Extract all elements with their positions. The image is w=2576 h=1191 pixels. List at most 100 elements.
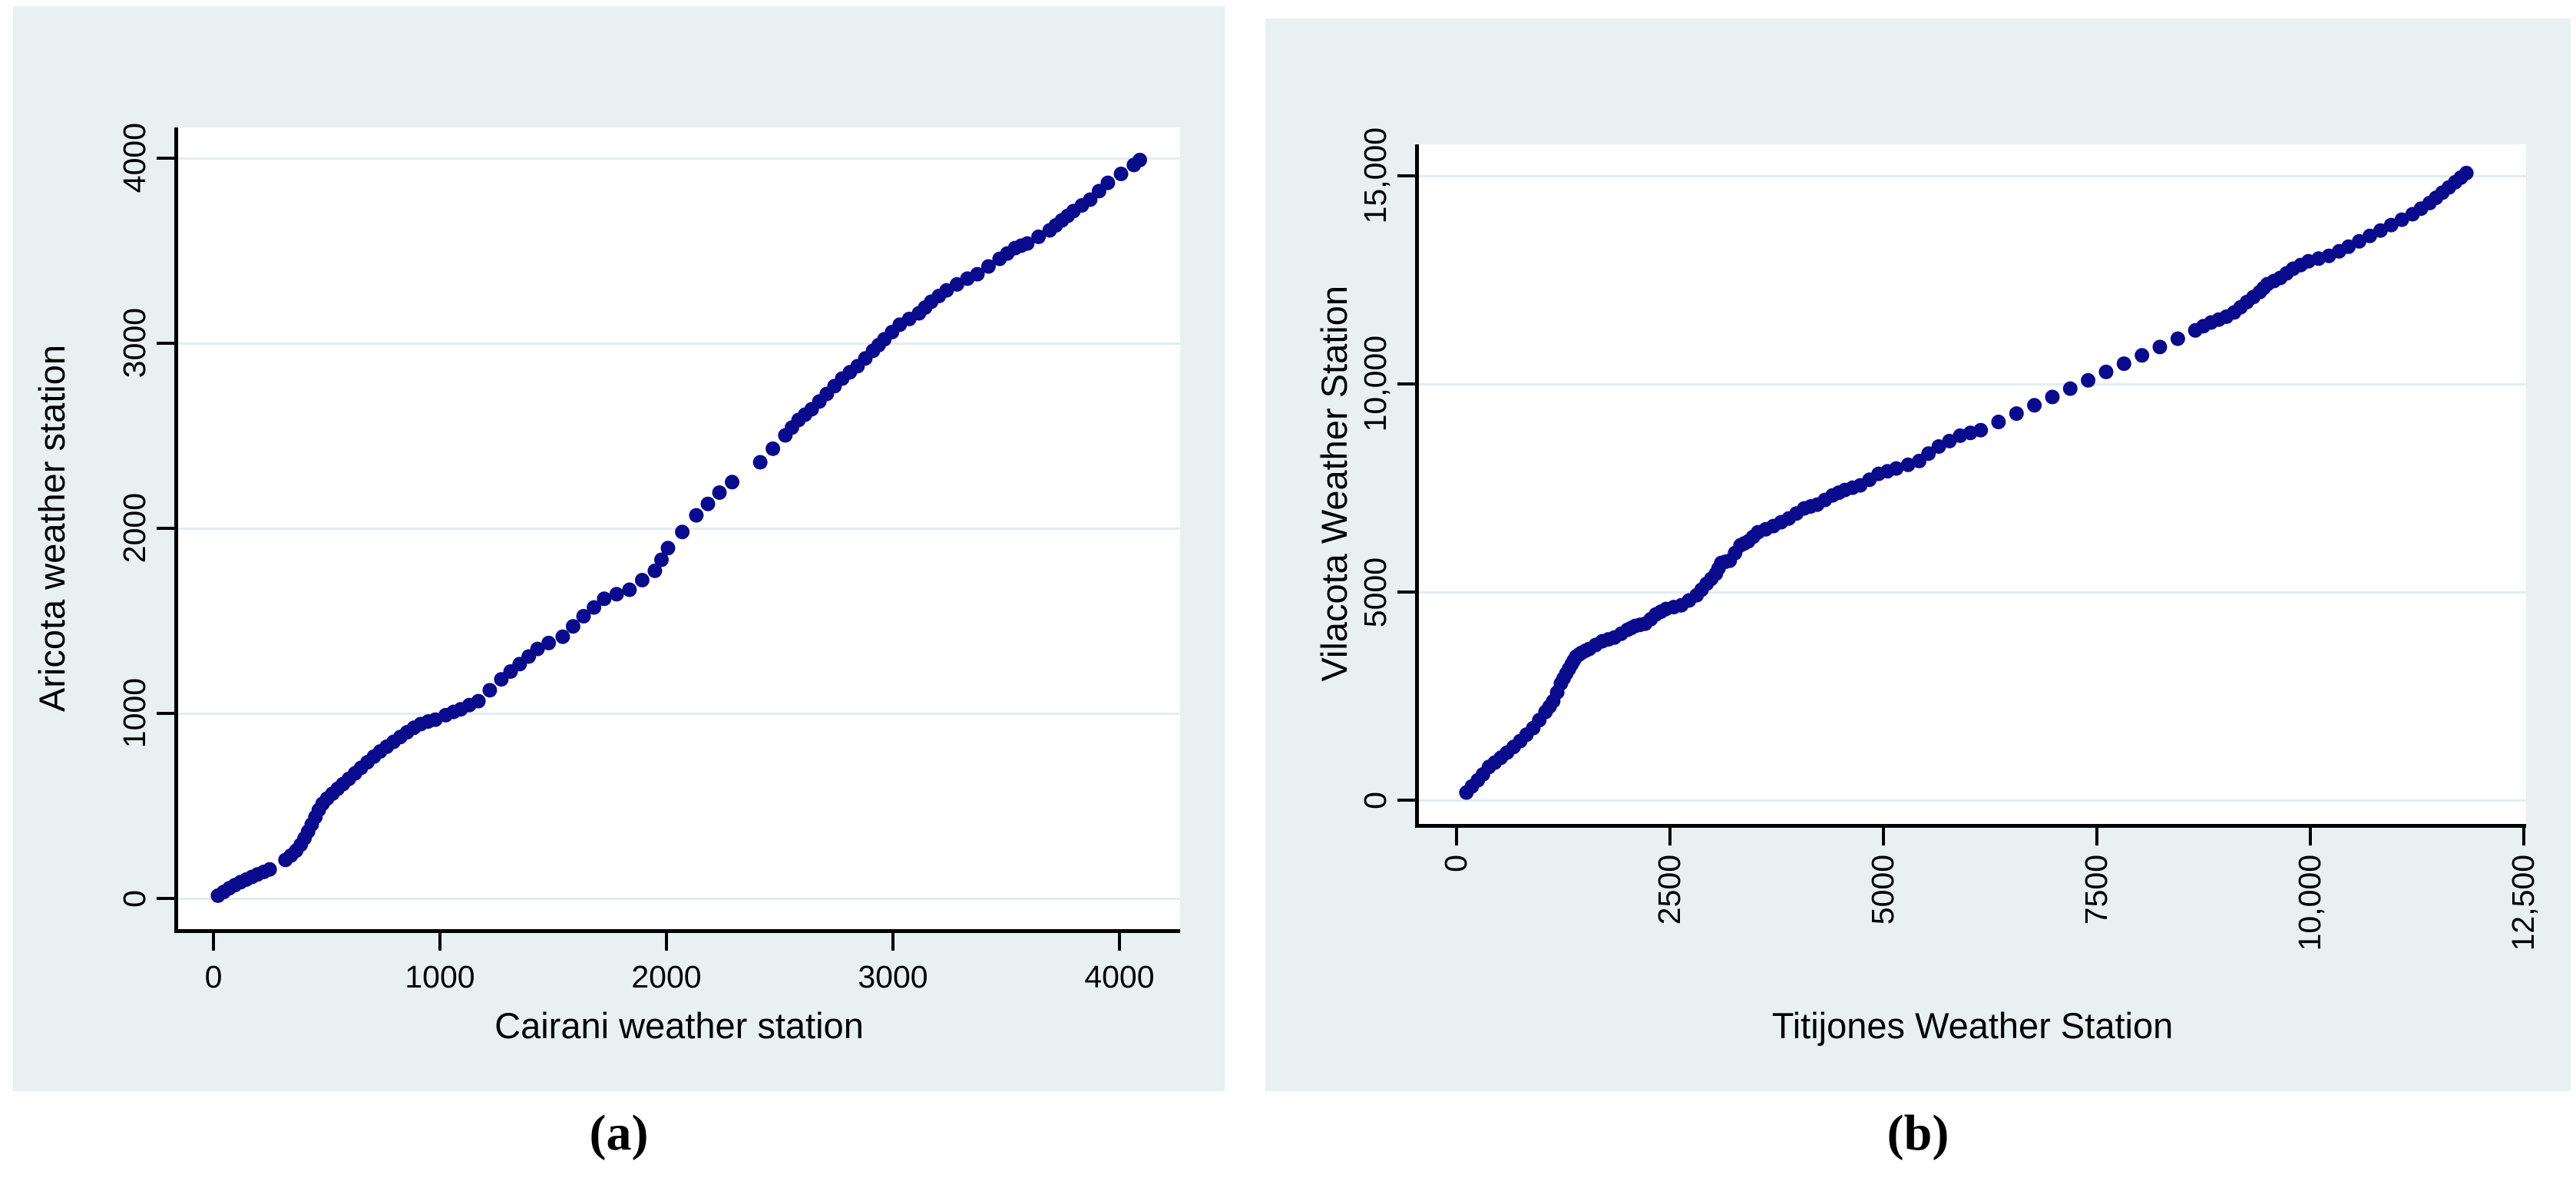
y-tick-10000-b — [1397, 382, 1415, 386]
y-axis-line-a — [174, 127, 178, 933]
y-axis-line-b — [1415, 144, 1419, 828]
x-tick-12500-b — [2521, 828, 2525, 845]
gridline-y5000-b — [1419, 591, 2526, 594]
x-tick-label-b: 12,500 — [2505, 855, 2541, 951]
scatter-point — [675, 524, 690, 540]
scatter-point — [555, 629, 570, 644]
scatter-point — [1889, 461, 1904, 476]
x-tick-label-box-12500-b: 12,500 — [2470, 855, 2576, 951]
scatter-point — [647, 563, 663, 578]
scatter-point — [725, 475, 739, 490]
x-tick-4000-a — [1117, 933, 1121, 951]
scatter-point — [1991, 415, 2006, 429]
y-tick-label-box-5000-b: 5000 — [1268, 477, 1393, 707]
scatter-point — [660, 541, 676, 556]
scatter-point — [1100, 175, 1116, 190]
x-tick-0-b — [1454, 828, 1458, 845]
scatter-point — [622, 582, 637, 597]
y-tick-label-box-0-b: 0 — [1268, 685, 1393, 915]
x-tick-label-b: 2500 — [1652, 855, 1688, 925]
x-tick-label-a: 0 — [204, 959, 223, 994]
y-tick-15000-b — [1397, 174, 1415, 178]
scatter-point — [587, 600, 602, 615]
scatter-point — [482, 683, 498, 698]
x-tick-0-a — [212, 933, 216, 951]
x-axis-line-a — [174, 929, 1180, 933]
scatter-point — [634, 573, 650, 587]
scatter-series-cumulative-precipitation-b — [1459, 165, 2474, 800]
scatter-point — [766, 441, 781, 456]
scatter-point — [597, 591, 612, 607]
x-tick-label-box-0-b: 0 — [1403, 855, 1510, 872]
x-tick-label-box-4000-a: 4000 — [1027, 959, 1212, 994]
gridline-y1000-a — [178, 712, 1180, 715]
scatter-point — [565, 619, 580, 634]
scatter-point — [1921, 446, 1936, 462]
y-tick-label-box-4000-a: 4000 — [28, 43, 152, 273]
y-tick-label-box-10000-b: 10,000 — [1268, 269, 1393, 499]
gridline-y15000-b — [1419, 175, 2526, 178]
scatter-point — [712, 485, 727, 500]
y-tick-label-b: 5000 — [1357, 557, 1393, 627]
y-tick-5000-b — [1397, 591, 1415, 594]
scatter-point — [980, 259, 996, 274]
scatter-point — [2081, 372, 2096, 388]
y-tick-label-box-15000-b: 15,000 — [1268, 61, 1393, 291]
scatter-point — [752, 455, 768, 470]
scatter-series-cumulative-precipitation-a — [210, 152, 1147, 903]
scatter-point — [471, 693, 486, 709]
gridline-y4000-a — [178, 157, 1180, 160]
gridline-y10000-b — [1419, 383, 2526, 386]
gridline-y0-a — [178, 897, 1180, 900]
y-tick-label-b: 0 — [1357, 791, 1393, 809]
x-tick-5000-b — [1881, 828, 1885, 845]
caption-b: (b) — [1887, 1105, 1949, 1161]
x-tick-label-box-5000-b: 5000 — [1830, 855, 1937, 925]
x-tick-label-box-1000-a: 1000 — [348, 959, 532, 994]
scatter-point — [654, 552, 669, 567]
scatter-point — [2045, 389, 2060, 405]
y-tick-4000-a — [157, 157, 174, 160]
scatter-point — [2116, 356, 2131, 372]
y-tick-3000-a — [157, 342, 174, 345]
gridline-y0-b — [1419, 799, 2526, 802]
y-tick-label-a: 1000 — [117, 678, 152, 749]
x-tick-label-b: 5000 — [1865, 855, 1901, 925]
scatter-point — [2062, 381, 2078, 396]
x-tick-label-box-2000-a: 2000 — [574, 959, 759, 994]
x-tick-1000-a — [438, 933, 441, 951]
scatter-point — [689, 508, 704, 523]
x-tick-label-box-0-a: 0 — [121, 959, 306, 994]
x-tick-label-box-7500-b: 7500 — [2043, 855, 2151, 925]
x-tick-label-box-2500-b: 2500 — [1616, 855, 1724, 925]
scatter-point — [2459, 165, 2474, 180]
x-tick-label-a: 2000 — [631, 959, 702, 994]
scatter-point — [700, 496, 716, 511]
x-tick-label-a: 1000 — [405, 959, 475, 994]
gridline-y3000-a — [178, 342, 1180, 345]
scatter-point — [609, 587, 624, 602]
x-axis-title-a: Cairani weather station — [494, 1005, 864, 1046]
x-tick-label-box-10000-b: 10,000 — [2257, 855, 2364, 951]
scatter-point — [2098, 364, 2114, 379]
y-tick-1000-a — [157, 711, 174, 715]
y-tick-label-a: 0 — [117, 889, 152, 908]
x-tick-10000-b — [2308, 828, 2312, 845]
scatter-point — [1133, 152, 1147, 167]
scatter-point — [1900, 457, 1916, 472]
x-tick-2500-b — [1668, 828, 1672, 845]
x-tick-2000-a — [664, 933, 668, 951]
scatter-point — [970, 266, 985, 282]
y-tick-label-a: 2000 — [117, 493, 152, 564]
y-tick-label-b: 15,000 — [1357, 127, 1393, 224]
x-axis-title-b: Titijones Weather Station — [1771, 1005, 2174, 1046]
scatter-point — [1020, 236, 1035, 251]
scatter-point — [1113, 167, 1129, 181]
x-tick-label-b: 10,000 — [2292, 855, 2328, 951]
x-tick-label-b: 0 — [1438, 855, 1474, 872]
y-tick-label-a: 3000 — [117, 308, 152, 379]
x-tick-label-a: 4000 — [1084, 959, 1155, 994]
scatter-point — [1031, 229, 1047, 244]
scatter-point — [262, 862, 277, 877]
